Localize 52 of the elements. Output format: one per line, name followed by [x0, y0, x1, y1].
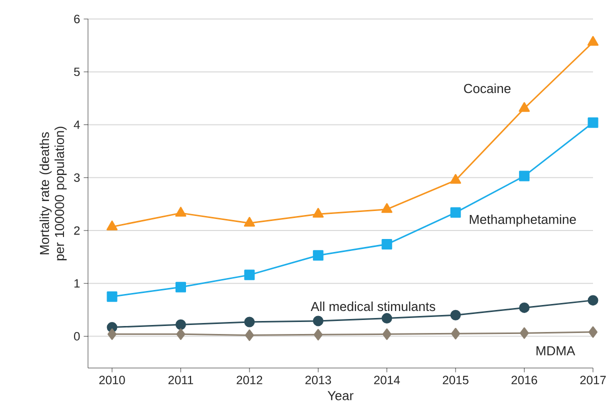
- y-axis-title: Mortality rate (deaths per 100000 population): [40, 126, 67, 260]
- point: [588, 326, 598, 338]
- point: [244, 216, 255, 227]
- x-tick-label: 2010: [99, 376, 125, 384]
- point: [106, 220, 118, 230]
- point: [244, 270, 255, 280]
- point: [312, 316, 324, 326]
- point: [519, 170, 530, 182]
- x-tick-label: 2013: [305, 376, 331, 384]
- x-tick-label: 2012: [236, 376, 262, 384]
- point: [587, 36, 599, 46]
- point: [314, 328, 323, 340]
- point: [382, 313, 392, 324]
- y-tick-label: 5: [74, 68, 80, 76]
- point: [519, 302, 530, 313]
- point: [176, 328, 186, 340]
- point: [312, 250, 324, 261]
- y-tick-label: 1: [74, 279, 80, 288]
- point: [588, 117, 598, 128]
- x-tick-label: 2014: [374, 376, 400, 384]
- point: [381, 203, 392, 213]
- point: [451, 328, 460, 340]
- series-label: MDMA: [536, 346, 576, 356]
- y-tick-label: 4: [74, 120, 80, 129]
- point: [518, 102, 530, 112]
- point: [382, 239, 392, 250]
- point: [176, 319, 186, 330]
- point: [175, 206, 186, 217]
- point: [520, 327, 529, 339]
- y-tick-label: 6: [74, 14, 80, 24]
- x-tick-label: 2011: [168, 376, 194, 384]
- series-label: Cocaine: [464, 84, 511, 94]
- series-label: All medical stimulants: [310, 302, 436, 312]
- y-tick-label: 2: [74, 226, 80, 235]
- point: [312, 208, 324, 218]
- point: [382, 328, 392, 340]
- series-label: Methamphetamine: [470, 214, 576, 227]
- point: [450, 310, 461, 320]
- point: [106, 291, 118, 302]
- y-tick-label: 0: [74, 332, 80, 341]
- x-axis-title: Year: [328, 391, 354, 400]
- point: [588, 295, 598, 306]
- point: [244, 316, 255, 328]
- point: [450, 174, 462, 184]
- x-tick-label: 2017: [580, 376, 606, 384]
- point: [450, 207, 461, 218]
- y-tick-label: 3: [74, 173, 80, 182]
- x-tick-label: 2016: [512, 376, 538, 384]
- point: [244, 329, 254, 341]
- point: [108, 328, 117, 340]
- x-tick-label: 2015: [442, 376, 468, 384]
- point: [176, 282, 186, 292]
